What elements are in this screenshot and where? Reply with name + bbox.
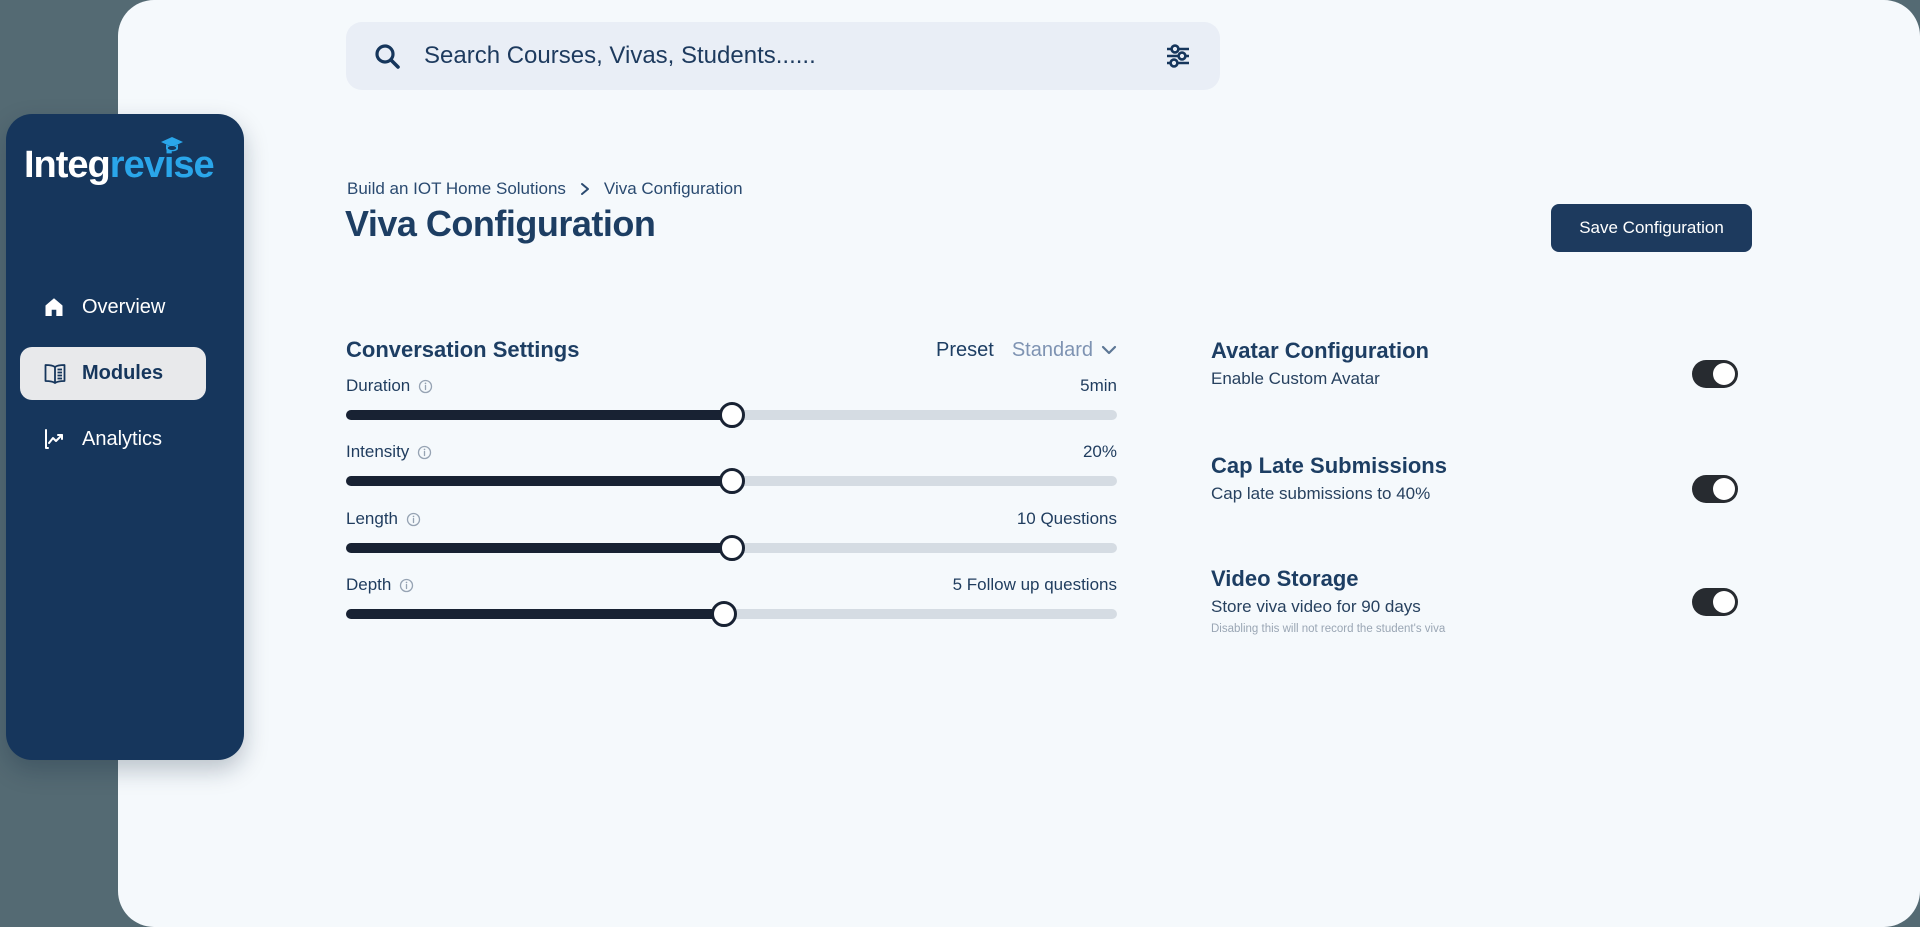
app-logo: Integrevise — [24, 137, 234, 198]
sidebar-item-overview[interactable]: Overview — [20, 284, 206, 330]
breadcrumb-current[interactable]: Viva Configuration — [603, 179, 743, 198]
option-avatar-configuration: Avatar Configuration Enable Custom Avata… — [1211, 338, 1738, 389]
option-description: Store viva video for 90 days — [1211, 597, 1421, 616]
slider-value: 5min — [1080, 376, 1117, 395]
preset-dropdown[interactable]: Standard — [1012, 339, 1117, 362]
option-heading: Video Storage — [1211, 566, 1359, 591]
length-slider[interactable] — [346, 535, 1117, 561]
slider-row-depth: Depth 5 Follow up questions — [346, 574, 1117, 630]
home-icon — [42, 294, 68, 320]
video-storage-toggle[interactable] — [1692, 588, 1738, 616]
search-bar — [346, 22, 1220, 90]
avatar-toggle[interactable] — [1692, 360, 1738, 388]
options-column: Avatar Configuration Enable Custom Avata… — [1211, 336, 1738, 656]
preset-control: Preset Standard — [936, 339, 1117, 362]
option-description: Cap late submissions to 40% — [1211, 484, 1431, 503]
slider-thumb[interactable] — [718, 402, 745, 428]
slider-value: 10 Questions — [1016, 509, 1117, 528]
sidebar-item-label: Analytics — [82, 427, 163, 450]
search-input[interactable] — [424, 42, 1142, 70]
toggle-knob — [1713, 591, 1735, 613]
slider-row-duration: Duration 5min — [346, 375, 1117, 431]
slider-row-length: Length 10 Questions — [346, 508, 1117, 564]
main-content-card — [118, 0, 1920, 927]
conversation-settings-heading: Conversation Settings — [346, 337, 580, 362]
sidebar-item-label: Modules — [82, 362, 164, 384]
duration-slider[interactable] — [346, 402, 1117, 428]
graduation-cap-icon — [160, 137, 184, 153]
slider-fill — [346, 476, 732, 486]
page-title: Viva Configuration — [345, 203, 656, 244]
intensity-slider[interactable] — [346, 468, 1117, 494]
slider-label: Intensity — [346, 442, 410, 461]
search-icon — [372, 41, 402, 71]
info-icon[interactable] — [418, 379, 433, 394]
slider-thumb[interactable] — [718, 535, 745, 561]
option-heading: Cap Late Submissions — [1211, 453, 1447, 478]
chevron-right-icon — [580, 182, 590, 196]
breadcrumb: Build an IOT Home Solutions Viva Configu… — [347, 178, 743, 200]
option-note: Disabling this will not record the stude… — [1211, 623, 1446, 635]
save-configuration-button[interactable]: Save Configuration — [1551, 204, 1752, 252]
chevron-down-icon — [1101, 345, 1117, 355]
sidebar-item-analytics[interactable]: Analytics — [20, 416, 206, 462]
slider-fill — [346, 609, 724, 619]
slider-value: 5 Follow up questions — [952, 575, 1117, 594]
sidebar-item-label: Overview — [82, 295, 166, 318]
slider-value: 20% — [1082, 442, 1117, 461]
slider-label: Depth — [346, 575, 392, 594]
option-description: Enable Custom Avatar — [1211, 369, 1380, 388]
option-video-storage: Video Storage Store viva video for 90 da… — [1211, 566, 1738, 635]
toggle-knob — [1713, 363, 1735, 385]
book-icon — [42, 361, 68, 387]
info-icon[interactable] — [417, 445, 432, 460]
slider-label: Length — [346, 509, 398, 528]
slider-fill — [346, 410, 732, 420]
logo-part-1: Integ — [24, 144, 111, 186]
preset-selected-value: Standard — [1011, 338, 1093, 361]
slider-fill — [346, 543, 732, 553]
slider-thumb[interactable] — [710, 601, 737, 627]
slider-label: Duration — [346, 376, 411, 395]
chart-icon — [42, 426, 68, 452]
info-icon[interactable] — [406, 512, 421, 527]
option-heading: Avatar Configuration — [1211, 338, 1429, 363]
option-cap-late-submissions: Cap Late Submissions Cap late submission… — [1211, 453, 1738, 504]
sidebar-item-modules[interactable]: Modules — [20, 347, 206, 400]
conversation-settings-section: Conversation Settings Preset Standard Du… — [346, 336, 1117, 636]
slider-thumb[interactable] — [718, 468, 745, 494]
info-icon[interactable] — [399, 578, 414, 593]
sidebar: Integrevise Overview Modules — [6, 114, 244, 760]
filter-sliders-icon[interactable] — [1164, 41, 1194, 71]
logo-part-2: revise — [109, 144, 215, 186]
breadcrumb-module[interactable]: Build an IOT Home Solutions — [347, 179, 566, 198]
slider-row-intensity: Intensity 20% — [346, 441, 1117, 497]
toggle-knob — [1713, 478, 1735, 500]
preset-label: Preset — [936, 338, 994, 361]
depth-slider[interactable] — [346, 601, 1117, 627]
cap-late-submissions-toggle[interactable] — [1692, 475, 1738, 503]
